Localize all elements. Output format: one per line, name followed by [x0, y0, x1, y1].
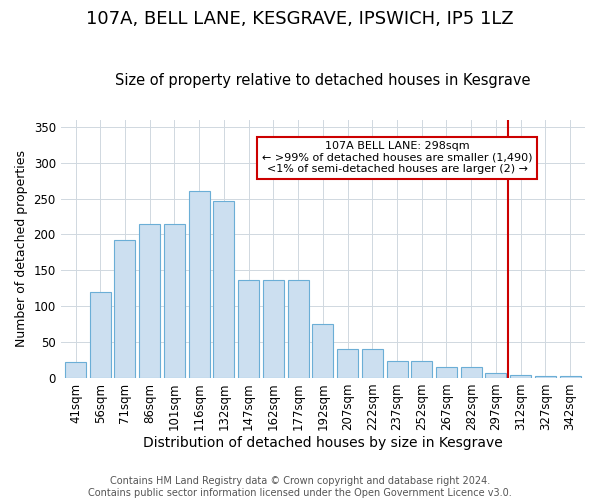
Bar [362, 348, 383, 378]
Bar [411, 360, 432, 378]
Bar [386, 360, 407, 378]
Bar [238, 280, 259, 378]
Bar [263, 280, 284, 378]
Bar [139, 224, 160, 378]
Title: Size of property relative to detached houses in Kesgrave: Size of property relative to detached ho… [115, 73, 530, 88]
Bar [287, 280, 308, 378]
X-axis label: Distribution of detached houses by size in Kesgrave: Distribution of detached houses by size … [143, 436, 503, 450]
Bar [535, 376, 556, 378]
Y-axis label: Number of detached properties: Number of detached properties [15, 150, 28, 348]
Text: 107A, BELL LANE, KESGRAVE, IPSWICH, IP5 1LZ: 107A, BELL LANE, KESGRAVE, IPSWICH, IP5 … [86, 10, 514, 28]
Bar [560, 376, 581, 378]
Bar [214, 201, 235, 378]
Bar [510, 375, 531, 378]
Bar [115, 240, 136, 378]
Bar [461, 367, 482, 378]
Bar [485, 373, 506, 378]
Text: 107A BELL LANE: 298sqm
← >99% of detached houses are smaller (1,490)
<1% of semi: 107A BELL LANE: 298sqm ← >99% of detache… [262, 141, 532, 174]
Bar [164, 224, 185, 378]
Bar [90, 292, 111, 378]
Bar [337, 348, 358, 378]
Bar [65, 362, 86, 378]
Bar [188, 192, 209, 378]
Bar [436, 367, 457, 378]
Text: Contains HM Land Registry data © Crown copyright and database right 2024.
Contai: Contains HM Land Registry data © Crown c… [88, 476, 512, 498]
Bar [313, 324, 334, 378]
